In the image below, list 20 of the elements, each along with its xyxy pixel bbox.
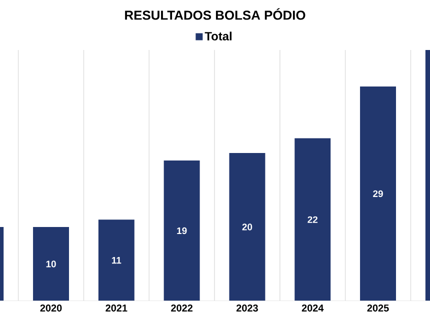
data-label: 10	[46, 260, 56, 268]
x-tick-label: 2024	[302, 304, 324, 312]
x-tick-label: 2025	[367, 304, 389, 312]
data-label: 29	[373, 190, 383, 198]
bar	[360, 86, 396, 301]
bar	[98, 220, 134, 301]
data-label: 19	[177, 227, 187, 234]
legend-label: Total	[204, 32, 232, 40]
data-label: 22	[308, 216, 318, 223]
bar	[294, 138, 331, 301]
bar	[164, 160, 200, 301]
data-label: 20	[242, 224, 252, 230]
x-tick-label: 2022	[171, 304, 192, 312]
x-tick-label: 2023	[236, 304, 258, 312]
data-label: 11	[112, 257, 122, 264]
chart-title: RESULTADOS BOLSA PÓDIO	[125, 8, 306, 20]
x-tick-label: 2020	[40, 304, 62, 312]
x-tick-label: 2021	[106, 304, 128, 312]
bar	[33, 227, 69, 301]
bar	[229, 153, 266, 301]
